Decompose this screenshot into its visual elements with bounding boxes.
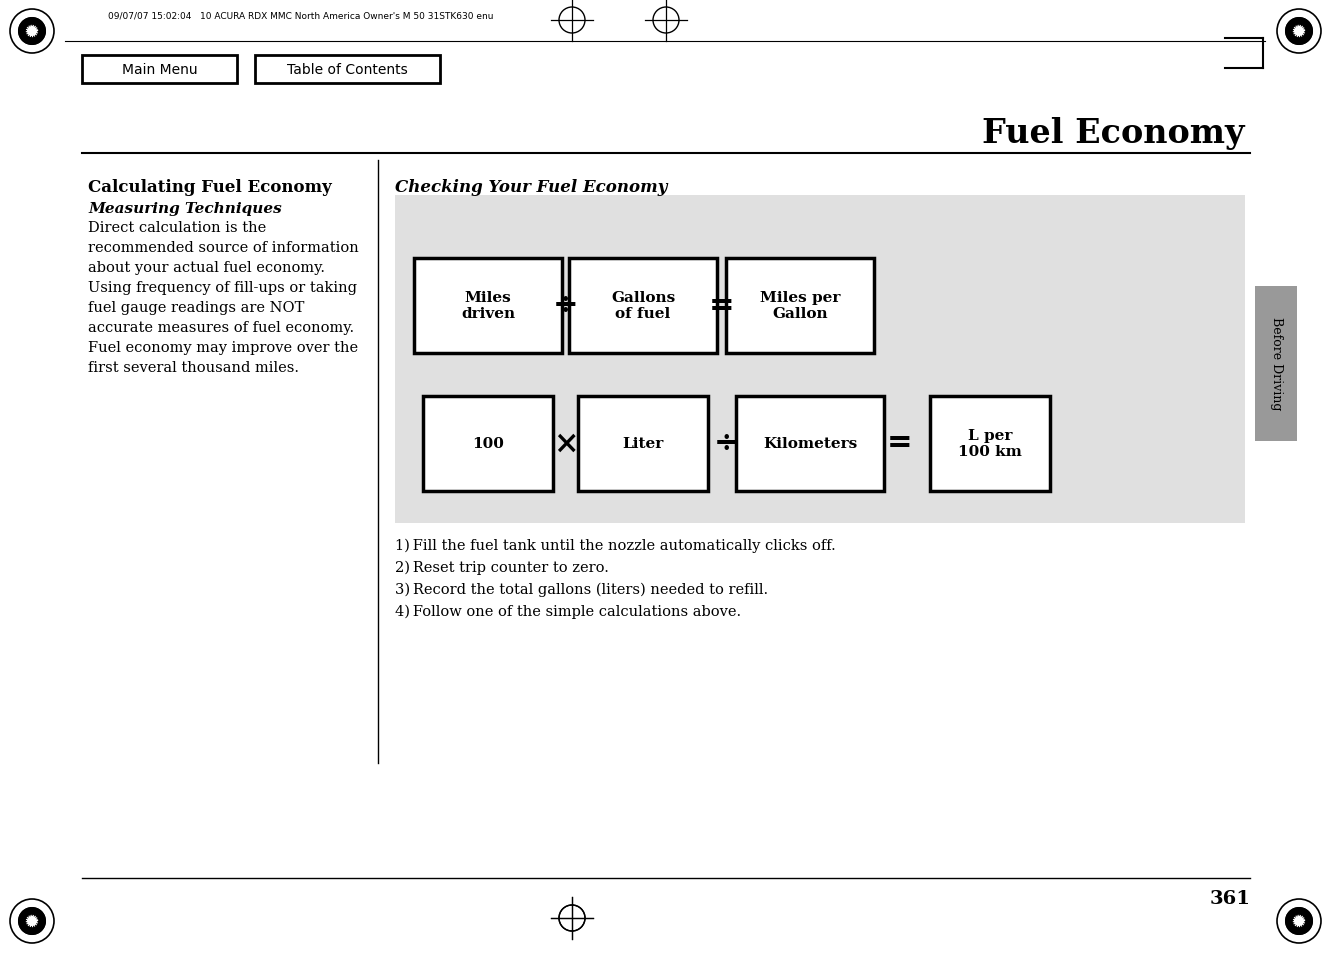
Text: 3) Record the total gallons (liters) needed to refill.: 3) Record the total gallons (liters) nee…	[395, 582, 768, 597]
Text: recommended source of information: recommended source of information	[88, 241, 359, 254]
Circle shape	[19, 19, 45, 45]
FancyBboxPatch shape	[725, 258, 874, 354]
Text: Using frequency of fill-ups or taking: Using frequency of fill-ups or taking	[88, 281, 357, 294]
Text: Miles per
Gallon: Miles per Gallon	[760, 291, 840, 321]
Text: first several thousand miles.: first several thousand miles.	[88, 360, 299, 375]
Text: Fuel economy may improve over the: Fuel economy may improve over the	[88, 340, 358, 355]
Circle shape	[1294, 916, 1304, 926]
Circle shape	[27, 27, 37, 37]
Text: Fuel Economy: Fuel Economy	[982, 117, 1244, 151]
FancyBboxPatch shape	[1255, 286, 1296, 441]
Text: Table of Contents: Table of Contents	[287, 63, 407, 77]
Text: Measuring Techniques: Measuring Techniques	[88, 202, 282, 215]
Text: 1) Fill the fuel tank until the nozzle automatically clicks off.: 1) Fill the fuel tank until the nozzle a…	[395, 538, 836, 553]
Text: Liter: Liter	[623, 436, 664, 451]
Text: Calculating Fuel Economy: Calculating Fuel Economy	[88, 179, 331, 195]
Text: ×: ×	[552, 428, 578, 459]
Text: L per
100 km: L per 100 km	[958, 429, 1022, 458]
Text: 361: 361	[1210, 889, 1251, 907]
Circle shape	[1294, 27, 1304, 37]
Text: Miles
driven: Miles driven	[461, 291, 515, 321]
FancyBboxPatch shape	[736, 396, 884, 491]
FancyBboxPatch shape	[414, 258, 562, 354]
FancyBboxPatch shape	[423, 396, 552, 491]
FancyBboxPatch shape	[930, 396, 1050, 491]
Circle shape	[1286, 908, 1312, 934]
Text: 09/07/07 15:02:04   10 ACURA RDX MMC North America Owner's M 50 31STK630 enu: 09/07/07 15:02:04 10 ACURA RDX MMC North…	[108, 11, 494, 20]
Text: about your actual fuel economy.: about your actual fuel economy.	[88, 261, 325, 274]
Text: accurate measures of fuel economy.: accurate measures of fuel economy.	[88, 320, 354, 335]
Text: =: =	[708, 291, 735, 321]
Text: Before Driving: Before Driving	[1270, 317, 1283, 411]
Circle shape	[27, 916, 37, 926]
Text: 4) Follow one of the simple calculations above.: 4) Follow one of the simple calculations…	[395, 604, 741, 618]
FancyBboxPatch shape	[256, 56, 441, 84]
Text: ÷: ÷	[713, 428, 739, 459]
Circle shape	[19, 908, 45, 934]
Text: Checking Your Fuel Economy: Checking Your Fuel Economy	[395, 179, 667, 195]
Text: 2) Reset trip counter to zero.: 2) Reset trip counter to zero.	[395, 560, 608, 575]
Text: fuel gauge readings are NOT: fuel gauge readings are NOT	[88, 301, 305, 314]
Text: Kilometers: Kilometers	[763, 436, 857, 451]
FancyBboxPatch shape	[395, 195, 1244, 523]
Text: =: =	[888, 428, 913, 459]
FancyBboxPatch shape	[578, 396, 708, 491]
Text: 100: 100	[473, 436, 504, 451]
FancyBboxPatch shape	[568, 258, 717, 354]
Circle shape	[1286, 19, 1312, 45]
Text: ÷: ÷	[552, 291, 578, 321]
Text: Gallons
of fuel: Gallons of fuel	[611, 291, 675, 321]
FancyBboxPatch shape	[83, 56, 237, 84]
Text: Main Menu: Main Menu	[121, 63, 197, 77]
Text: Direct calculation is the: Direct calculation is the	[88, 221, 266, 234]
